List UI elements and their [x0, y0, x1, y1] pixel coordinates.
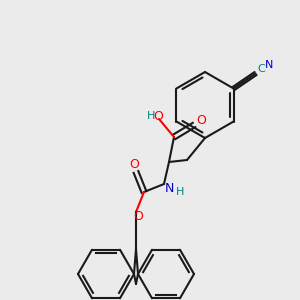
Text: O: O: [133, 211, 143, 224]
Text: C: C: [258, 64, 266, 74]
Text: N: N: [164, 182, 174, 196]
Text: O: O: [153, 110, 163, 124]
Text: H: H: [176, 187, 184, 197]
Text: N: N: [264, 61, 273, 70]
Text: O: O: [129, 158, 139, 170]
Text: H: H: [147, 111, 155, 121]
Text: O: O: [196, 115, 206, 128]
